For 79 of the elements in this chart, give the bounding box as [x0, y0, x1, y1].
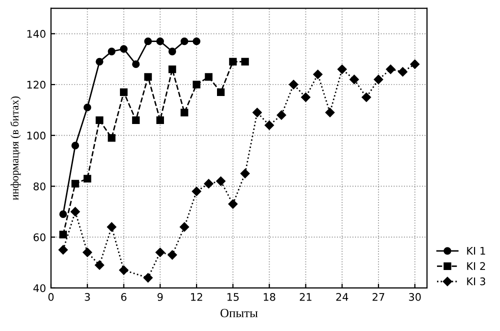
point [410, 60, 420, 69]
point [204, 73, 212, 81]
x-tick-label: 9 [158, 293, 163, 301]
x-tick-label: 0 [48, 293, 54, 301]
x-tick-label: 12 [191, 293, 202, 301]
point [132, 116, 140, 124]
point [337, 64, 347, 74]
point [216, 176, 226, 186]
point [192, 186, 202, 196]
point [301, 92, 310, 102]
point [180, 108, 188, 116]
point [132, 60, 140, 68]
x-tick-label: 3 [84, 293, 90, 301]
point [96, 116, 104, 124]
point [71, 180, 80, 188]
point [241, 58, 249, 66]
point [325, 108, 335, 118]
point [180, 222, 190, 232]
point [313, 70, 322, 80]
x-tick-label: 18 [264, 293, 276, 301]
x-tick-label: 27 [372, 293, 384, 301]
legend-label: KI 3 [467, 277, 486, 286]
point [229, 58, 237, 66]
point [143, 273, 153, 282]
point [228, 199, 238, 209]
point [398, 67, 408, 76]
y-tick-label: 80 [34, 182, 46, 190]
point [276, 110, 286, 120]
point [168, 65, 176, 74]
y-tick-label: 140 [27, 30, 46, 38]
point [144, 38, 152, 46]
y-tick-label: 40 [33, 284, 46, 292]
point [96, 58, 104, 66]
x-tick-label: 24 [336, 293, 348, 301]
y-tick-label: 120 [27, 80, 46, 89]
point [386, 64, 396, 74]
point [288, 80, 298, 90]
point [156, 116, 164, 124]
point [192, 38, 200, 46]
point [120, 88, 128, 96]
y-tick-label: 100 [27, 132, 46, 140]
legend-label: KI 2 [467, 262, 485, 270]
point [168, 250, 177, 260]
point [156, 248, 165, 257]
x-tick-label: 30 [409, 293, 421, 301]
point [350, 74, 359, 84]
y-axis-title: информация (в битах) [10, 96, 21, 200]
point [107, 222, 116, 232]
point [252, 108, 262, 118]
x-axis-title: Опыты [220, 308, 258, 318]
x-tick-label: 21 [300, 293, 312, 301]
point [180, 38, 188, 46]
y-tick-label: 60 [34, 233, 46, 242]
point [216, 88, 225, 96]
point [240, 168, 250, 178]
point [204, 179, 214, 188]
point [59, 230, 67, 238]
point [58, 245, 68, 254]
point [119, 266, 128, 275]
point [156, 38, 164, 46]
point [94, 260, 104, 270]
point [71, 142, 80, 150]
point [264, 120, 274, 130]
point [144, 73, 152, 81]
legend-label: KI 1 [467, 246, 486, 255]
point [362, 92, 371, 102]
point [82, 248, 92, 257]
point [168, 48, 176, 56]
x-tick-label: 6 [121, 293, 126, 301]
point [108, 134, 116, 142]
point [108, 48, 116, 56]
point [84, 174, 92, 182]
point [70, 207, 80, 216]
point [374, 74, 384, 84]
point [192, 80, 200, 88]
point [120, 45, 128, 53]
point [84, 104, 92, 112]
point [59, 210, 67, 218]
x-tick-label: 15 [227, 293, 239, 301]
